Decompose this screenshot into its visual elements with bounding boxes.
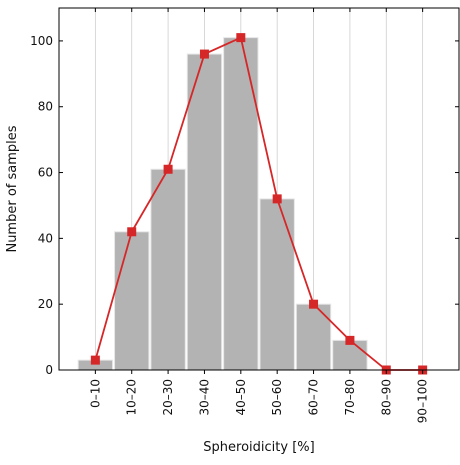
x-tick-label: 80–90 — [379, 379, 393, 416]
line-marker — [236, 33, 246, 43]
line-marker — [90, 355, 100, 365]
bar — [295, 303, 332, 371]
line-marker — [309, 299, 319, 309]
x-tick-label: 50–60 — [270, 379, 284, 416]
bar — [259, 198, 295, 371]
line-marker — [127, 227, 137, 237]
bars — [77, 37, 368, 371]
y-tick-label: 0 — [45, 363, 53, 377]
axes: 0 20 40 60 80 100 0–10 10–20 20–30 30–40 40–50 50–6… — [30, 7, 460, 423]
bar — [114, 231, 150, 371]
plot-frame — [58, 7, 460, 371]
x-tick-label: 90–100 — [416, 379, 430, 423]
y-tick-label: 100 — [30, 34, 53, 48]
x-tick-label: 70–80 — [343, 379, 357, 416]
x-tick-label: 30–40 — [197, 379, 211, 416]
y-tick-label: 80 — [38, 100, 53, 114]
bar — [150, 168, 186, 371]
line-marker — [199, 49, 209, 59]
x-tick-label: 10–20 — [125, 379, 139, 416]
bar — [223, 37, 259, 371]
x-axis-title: Spheroidicity [%] — [203, 440, 314, 455]
x-tick-label: 20–30 — [161, 379, 175, 416]
y-tick-label: 40 — [38, 231, 53, 245]
line-marker — [272, 194, 282, 204]
line-marker — [345, 335, 355, 345]
line-marker — [163, 164, 173, 174]
x-tick-label: 0–10 — [88, 379, 102, 408]
y-tick-label: 20 — [38, 297, 53, 311]
bar — [186, 53, 223, 371]
series-line — [94, 36, 423, 371]
axis-labels: Spheroidicity [%] Number of samples — [5, 125, 315, 455]
x-tick-label: 40–50 — [234, 379, 248, 416]
x-tick-label: 60–70 — [307, 379, 321, 416]
y-tick-label: 60 — [38, 166, 53, 180]
y-axis-title: Number of samples — [5, 125, 20, 252]
